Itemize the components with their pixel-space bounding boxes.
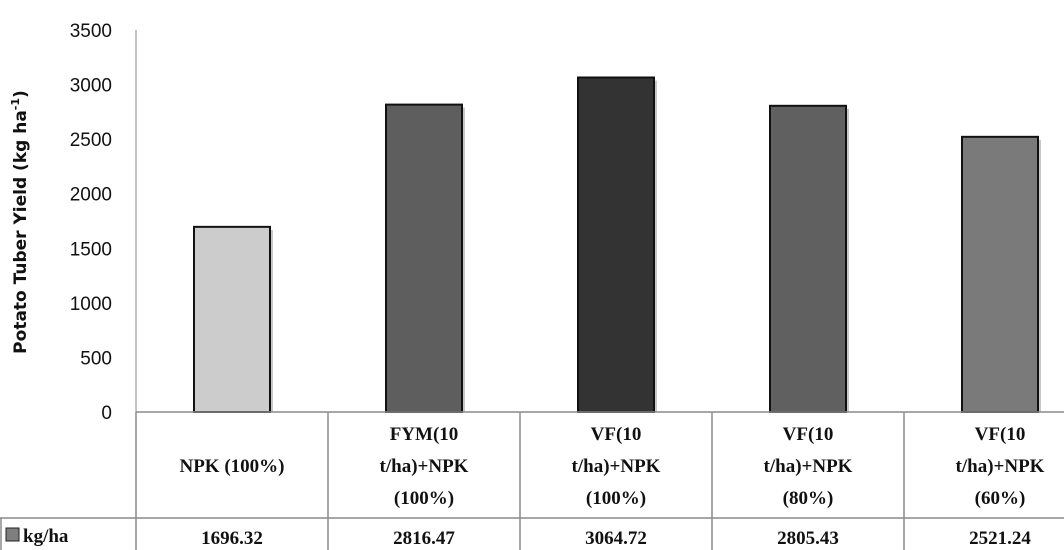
y-tick-label: 1000 [70, 294, 112, 315]
bar [577, 76, 655, 414]
category-label-line: t/ha)+NPK [764, 456, 853, 477]
data-table: NPK (100%) FYM(10 t/ha)+NPK (100%) VF(10 t/ha… [0, 411, 1064, 550]
category-label: FYM(10 t/ha)+NPK (100%) [380, 424, 469, 509]
legend-marker [5, 527, 20, 542]
bar [961, 135, 1039, 413]
y-axis-label: Potato Tuber Yield (kg ha-1) [9, 90, 31, 354]
bars [193, 76, 1041, 414]
y-tick-label: 3500 [70, 21, 112, 42]
category-label-line: FYM(10 [390, 424, 459, 445]
data-value-label: 3064.72 [585, 528, 647, 549]
y-tick-label: 2000 [70, 185, 112, 206]
category-label-line: VF(10 [975, 424, 1026, 445]
y-tick-label: 1500 [70, 239, 112, 260]
category-label-line: (100%) [586, 488, 646, 509]
y-tick-label: 500 [80, 348, 112, 369]
y-axis-label-main: Potato Tuber Yield (kg ha [11, 110, 31, 354]
y-axis-label-sup: -1 [9, 98, 22, 110]
category-label-line: t/ha)+NPK [956, 456, 1045, 477]
category-label-line: t/ha)+NPK [572, 456, 661, 477]
data-value-label: 2816.47 [393, 528, 455, 549]
category-label-line: (100%) [394, 488, 454, 509]
y-axis-label-end: ) [11, 90, 31, 98]
category-label: VF(10 t/ha)+NPK (100%) [572, 424, 661, 509]
category-label: VF(10 t/ha)+NPK (80%) [764, 424, 853, 509]
y-tick-label: 2500 [70, 130, 112, 151]
category-label-line: (60%) [975, 488, 1026, 509]
category-label-line: (80%) [783, 488, 834, 509]
legend-label: kg/ha [23, 526, 69, 547]
data-value-label: 2805.43 [777, 528, 839, 549]
category-label-line: NPK (100%) [179, 456, 284, 477]
y-tick-label: 3000 [70, 76, 112, 97]
data-value-label: 2521.24 [969, 528, 1031, 549]
category-label-line: t/ha)+NPK [380, 456, 469, 477]
bar [769, 104, 847, 414]
category-label: VF(10 t/ha)+NPK (60%) [956, 424, 1045, 509]
y-tick-label: 0 [101, 403, 112, 424]
y-tick-labels: 0 500 1000 1500 2000 2500 3000 3500 [70, 21, 137, 424]
bar [385, 103, 463, 413]
category-label: NPK (100%) [179, 456, 284, 477]
category-label-line: VF(10 [591, 424, 642, 445]
data-value-label: 1696.32 [201, 528, 263, 549]
bar [193, 225, 271, 413]
category-label-line: VF(10 [783, 424, 834, 445]
